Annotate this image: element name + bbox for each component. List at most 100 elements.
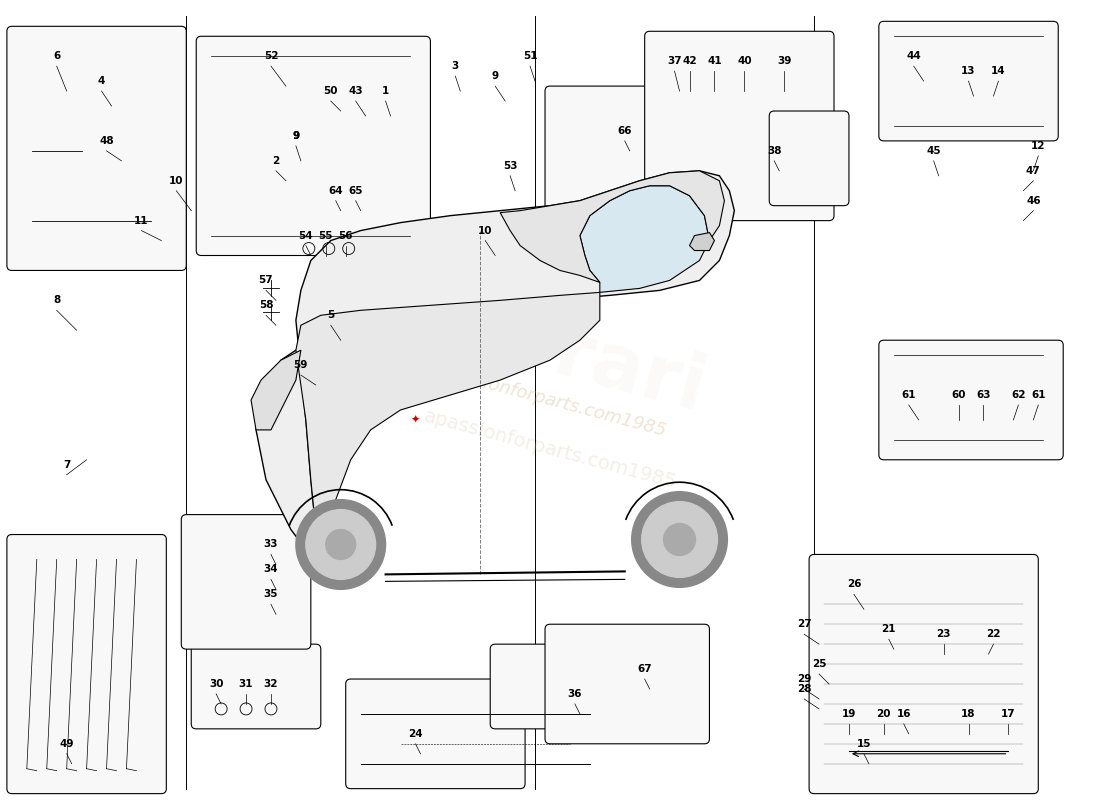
Text: 30: 30: [209, 679, 223, 689]
Text: 9: 9: [293, 131, 299, 141]
Text: 59: 59: [294, 360, 308, 370]
Text: 1: 1: [382, 86, 389, 96]
Text: 2: 2: [273, 156, 279, 166]
Text: 44: 44: [906, 51, 921, 61]
Text: 52: 52: [264, 51, 278, 61]
Polygon shape: [500, 170, 725, 282]
Polygon shape: [251, 350, 301, 430]
Text: 41: 41: [707, 56, 722, 66]
Text: 10: 10: [478, 226, 493, 235]
Text: 4: 4: [98, 76, 106, 86]
FancyBboxPatch shape: [345, 679, 525, 789]
Text: 63: 63: [976, 390, 991, 400]
FancyBboxPatch shape: [879, 340, 1064, 460]
Text: 18: 18: [961, 709, 976, 719]
Text: 34: 34: [264, 565, 278, 574]
Text: 48: 48: [99, 136, 114, 146]
Text: 15: 15: [857, 739, 871, 749]
Text: 28: 28: [796, 684, 812, 694]
Text: 26: 26: [847, 579, 861, 590]
Text: 53: 53: [503, 161, 517, 171]
Text: 64: 64: [329, 186, 343, 196]
Text: 33: 33: [264, 539, 278, 550]
Polygon shape: [256, 170, 735, 570]
Circle shape: [641, 502, 717, 578]
Text: 13: 13: [961, 66, 976, 76]
Text: 20: 20: [877, 709, 891, 719]
Text: 65: 65: [349, 186, 363, 196]
FancyBboxPatch shape: [879, 22, 1058, 141]
Circle shape: [326, 530, 355, 559]
Text: 11: 11: [134, 216, 148, 226]
Text: 24: 24: [408, 729, 422, 739]
Text: 8: 8: [53, 295, 60, 306]
Circle shape: [631, 492, 727, 587]
Text: 5: 5: [327, 310, 334, 320]
Text: 38: 38: [767, 146, 781, 156]
Text: 35: 35: [264, 590, 278, 599]
Text: 27: 27: [796, 619, 812, 630]
Text: 12: 12: [1031, 141, 1045, 151]
Text: 19: 19: [842, 709, 856, 719]
FancyBboxPatch shape: [810, 554, 1038, 794]
Text: ✦: ✦: [410, 415, 420, 425]
Polygon shape: [580, 186, 710, 292]
Text: 17: 17: [1001, 709, 1015, 719]
Text: 57: 57: [258, 275, 273, 286]
Text: 31: 31: [239, 679, 253, 689]
Text: 6: 6: [53, 51, 60, 61]
Text: 43: 43: [349, 86, 363, 96]
Text: 22: 22: [987, 629, 1001, 639]
Text: 55: 55: [319, 230, 333, 241]
Text: 60: 60: [952, 390, 966, 400]
Text: 7: 7: [63, 460, 70, 470]
Text: 29: 29: [796, 674, 812, 684]
Text: 45: 45: [926, 146, 940, 156]
FancyBboxPatch shape: [7, 534, 166, 794]
Circle shape: [663, 523, 695, 555]
FancyBboxPatch shape: [769, 111, 849, 206]
Text: 42: 42: [682, 56, 696, 66]
Text: Ferrari: Ferrari: [387, 274, 713, 427]
Text: 23: 23: [936, 629, 950, 639]
FancyBboxPatch shape: [7, 26, 186, 270]
FancyBboxPatch shape: [182, 514, 311, 649]
Text: 58: 58: [258, 300, 273, 310]
Text: 56: 56: [339, 230, 353, 241]
Text: 37: 37: [668, 56, 682, 66]
Text: apassionforparts.com1985: apassionforparts.com1985: [431, 360, 669, 440]
Text: 62: 62: [1011, 390, 1025, 400]
Text: apassionforparts.com1985: apassionforparts.com1985: [421, 407, 679, 493]
Text: 10: 10: [169, 176, 184, 186]
Text: 36: 36: [568, 689, 582, 699]
Text: 67: 67: [637, 664, 652, 674]
FancyBboxPatch shape: [191, 644, 321, 729]
Text: 50: 50: [323, 86, 338, 96]
Text: 54: 54: [298, 230, 314, 241]
Text: 39: 39: [777, 56, 791, 66]
Text: 51: 51: [522, 51, 537, 61]
Text: 9: 9: [492, 71, 498, 81]
Text: 66: 66: [617, 126, 632, 136]
Text: 49: 49: [59, 739, 74, 749]
Text: 3: 3: [452, 61, 459, 71]
FancyBboxPatch shape: [196, 36, 430, 255]
Text: 21: 21: [881, 624, 896, 634]
FancyBboxPatch shape: [544, 86, 700, 221]
Text: 61: 61: [902, 390, 916, 400]
Circle shape: [296, 500, 386, 590]
Text: 47: 47: [1026, 166, 1041, 176]
Polygon shape: [296, 292, 600, 530]
Circle shape: [306, 510, 375, 579]
Polygon shape: [690, 233, 714, 250]
FancyBboxPatch shape: [645, 31, 834, 221]
Text: 9: 9: [293, 131, 299, 141]
FancyBboxPatch shape: [491, 644, 635, 729]
Text: 16: 16: [896, 709, 911, 719]
FancyBboxPatch shape: [544, 624, 710, 744]
Text: 61: 61: [1031, 390, 1045, 400]
Text: 46: 46: [1026, 196, 1041, 206]
Text: 14: 14: [991, 66, 1005, 76]
Text: 40: 40: [737, 56, 751, 66]
Text: 32: 32: [264, 679, 278, 689]
